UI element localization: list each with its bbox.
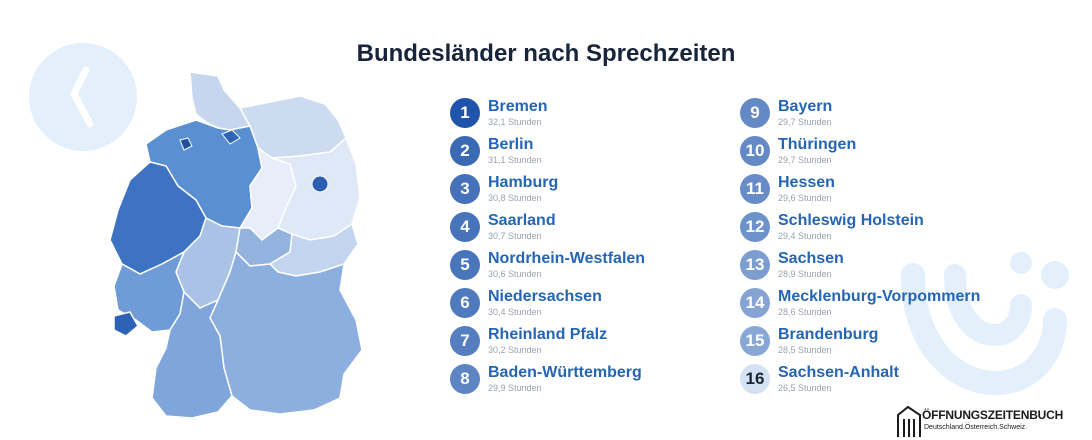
state-hours: 30,4 Stunden: [488, 307, 542, 317]
rank-badge: 11: [740, 174, 770, 204]
state-hours: 30,7 Stunden: [488, 231, 542, 241]
state-name: Nordrhein-Westfalen: [488, 250, 646, 267]
state-hours: 29,4 Stunden: [778, 231, 832, 241]
state-name: Hessen: [778, 174, 835, 191]
rank-badge: 9: [740, 98, 770, 128]
logo-tagline: Deutschland.Österreich.Schweiz.: [924, 424, 1028, 431]
region-bayern: [209, 250, 363, 415]
rank-badge: 13: [740, 250, 770, 280]
logo-name: ÖFFNUNGSZEITENBUCH: [922, 408, 1064, 422]
rank-badge: 15: [740, 326, 770, 356]
region-baden-wuerttemberg: [151, 290, 233, 419]
rank-badge: 16: [740, 364, 770, 394]
page-title: Bundesländer nach Sprechzeiten: [356, 40, 736, 67]
state-hours: 29,7 Stunden: [778, 155, 832, 165]
state-name: Thüringen: [778, 136, 857, 153]
region-hamburg: [221, 129, 241, 145]
region-berlin: [311, 175, 329, 193]
state-hours: 28,5 Stunden: [778, 345, 832, 355]
state-name: Sachsen: [778, 250, 844, 267]
state-hours: 29,6 Stunden: [778, 193, 832, 203]
state-name: Niedersachsen: [488, 288, 602, 305]
state-name: Bremen: [488, 98, 548, 115]
state-hours: 30,8 Stunden: [488, 193, 542, 203]
state-name: Brandenburg: [778, 326, 879, 343]
stethoscope-icon: [901, 252, 1069, 396]
rank-badge: 4: [450, 212, 480, 242]
state-name: Berlin: [488, 136, 534, 153]
rank-badge: 2: [450, 136, 480, 166]
state-name: Bayern: [778, 98, 833, 115]
state-hours: 31,1 Stunden: [488, 155, 542, 165]
state-name: Baden-Württemberg: [488, 364, 642, 381]
rank-badge: 12: [740, 212, 770, 242]
rank-badge: 5: [450, 250, 480, 280]
clock-icon: [29, 43, 137, 151]
state-name: Hamburg: [488, 174, 559, 191]
state-name: Schleswig Holstein: [778, 212, 924, 229]
state-hours: 26,5 Stunden: [778, 383, 832, 393]
state-hours: 29,9 Stunden: [488, 383, 542, 393]
rank-badge: 10: [740, 136, 770, 166]
region-saarland: [113, 311, 139, 337]
state-hours: 32,1 Stunden: [488, 117, 542, 127]
rank-badge: 1: [450, 98, 480, 128]
region-bremen: [179, 137, 193, 151]
rank-badge: 8: [450, 364, 480, 394]
state-hours: 28,9 Stunden: [778, 269, 832, 279]
rank-badge: 14: [740, 288, 770, 318]
rank-badge: 3: [450, 174, 480, 204]
state-hours: 28,6 Stunden: [778, 307, 832, 317]
germany-map: [109, 71, 363, 419]
state-name: Mecklenburg-Vorpommern: [778, 288, 981, 305]
rank-badge: 7: [450, 326, 480, 356]
state-name: Sachsen-Anhalt: [778, 364, 899, 381]
state-hours: 29,7 Stunden: [778, 117, 832, 127]
building-icon: [897, 405, 921, 437]
state-name: Rheinland Pfalz: [488, 326, 608, 343]
rank-badge: 6: [450, 288, 480, 318]
state-hours: 30,2 Stunden: [488, 345, 542, 355]
state-hours: 30,6 Stunden: [488, 269, 542, 279]
state-name: Saarland: [488, 212, 556, 229]
